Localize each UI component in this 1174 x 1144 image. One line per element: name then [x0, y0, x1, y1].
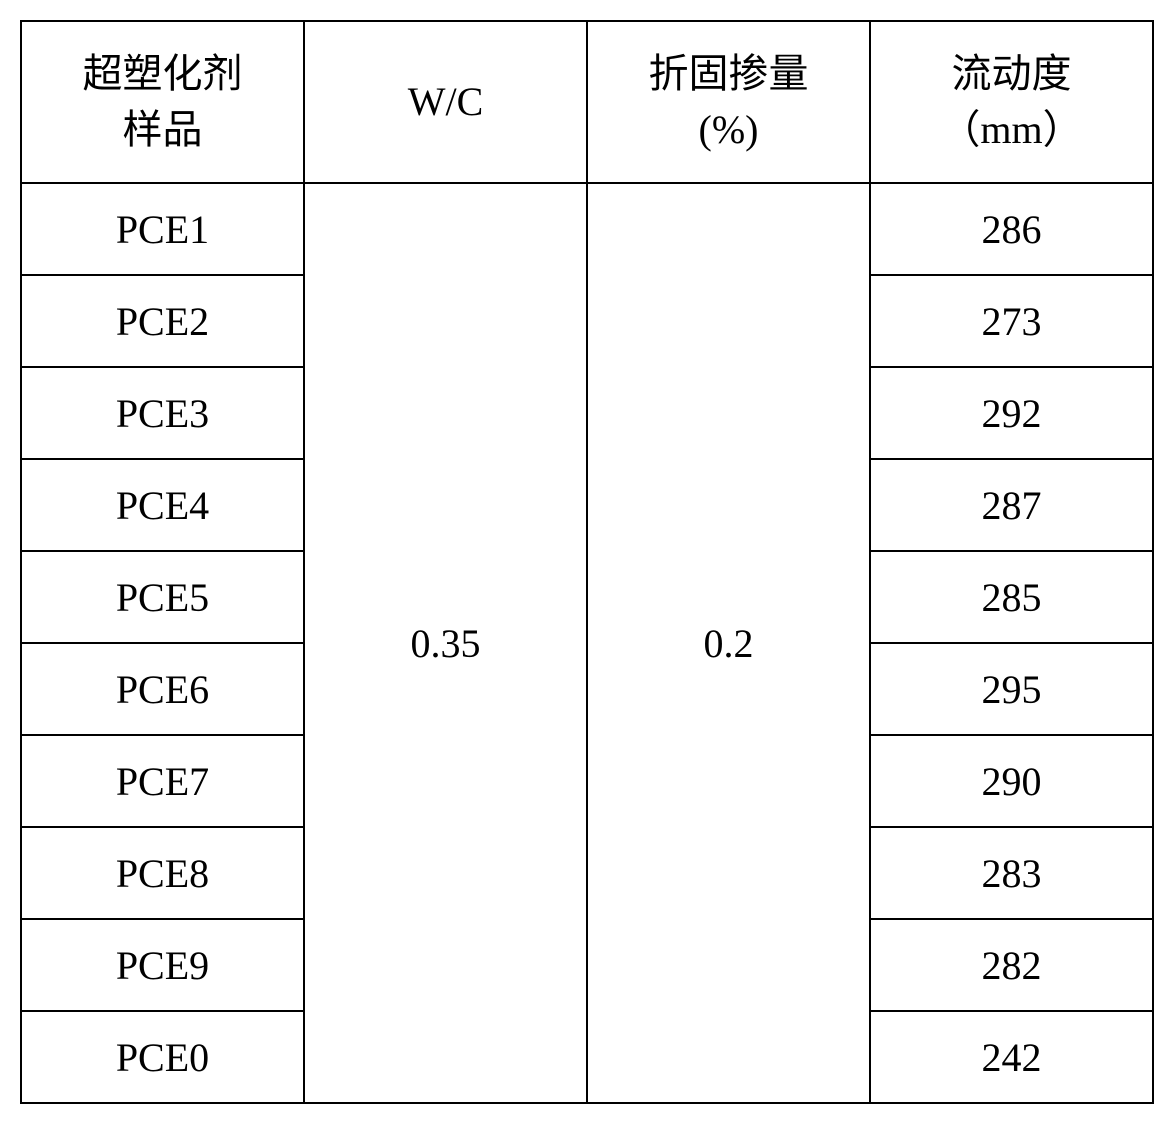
header-flow-line1: 流动度: [952, 51, 1072, 96]
header-dosage: 折固掺量 (%): [587, 21, 870, 183]
cell-sample: PCE2: [21, 275, 304, 367]
cell-flow: 282: [870, 919, 1153, 1011]
cell-sample: PCE7: [21, 735, 304, 827]
header-flow: 流动度 （mm）: [870, 21, 1153, 183]
header-sample-line1: 超塑化剂: [83, 51, 243, 96]
cell-flow: 283: [870, 827, 1153, 919]
cell-flow: 292: [870, 367, 1153, 459]
header-wc: W/C: [304, 21, 587, 183]
table-row: PCE1 0.35 0.2 286: [21, 183, 1153, 275]
cell-flow: 286: [870, 183, 1153, 275]
header-sample: 超塑化剂 样品: [21, 21, 304, 183]
cell-flow: 242: [870, 1011, 1153, 1103]
cell-flow: 295: [870, 643, 1153, 735]
header-row: 超塑化剂 样品 W/C 折固掺量 (%) 流动度 （mm）: [21, 21, 1153, 183]
table-body: PCE1 0.35 0.2 286 PCE2 273 PCE3 292 PCE4…: [21, 183, 1153, 1103]
header-sample-line2: 样品: [123, 107, 203, 152]
cell-flow: 287: [870, 459, 1153, 551]
cell-sample: PCE8: [21, 827, 304, 919]
header-dosage-line1: 折固掺量: [649, 51, 809, 96]
cell-sample: PCE6: [21, 643, 304, 735]
cell-flow: 273: [870, 275, 1153, 367]
cell-dosage-merged: 0.2: [587, 183, 870, 1103]
cell-sample: PCE3: [21, 367, 304, 459]
cell-flow: 285: [870, 551, 1153, 643]
cell-sample: PCE5: [21, 551, 304, 643]
header-flow-line2: （mm）: [940, 107, 1082, 152]
cell-wc-merged: 0.35: [304, 183, 587, 1103]
cell-sample: PCE1: [21, 183, 304, 275]
cell-sample: PCE0: [21, 1011, 304, 1103]
cell-flow: 290: [870, 735, 1153, 827]
header-dosage-line2: (%): [699, 107, 759, 152]
superplasticizer-table: 超塑化剂 样品 W/C 折固掺量 (%) 流动度 （mm） PCE1 0.35 …: [20, 20, 1154, 1104]
header-wc-line1: W/C: [408, 79, 484, 124]
cell-sample: PCE4: [21, 459, 304, 551]
cell-sample: PCE9: [21, 919, 304, 1011]
